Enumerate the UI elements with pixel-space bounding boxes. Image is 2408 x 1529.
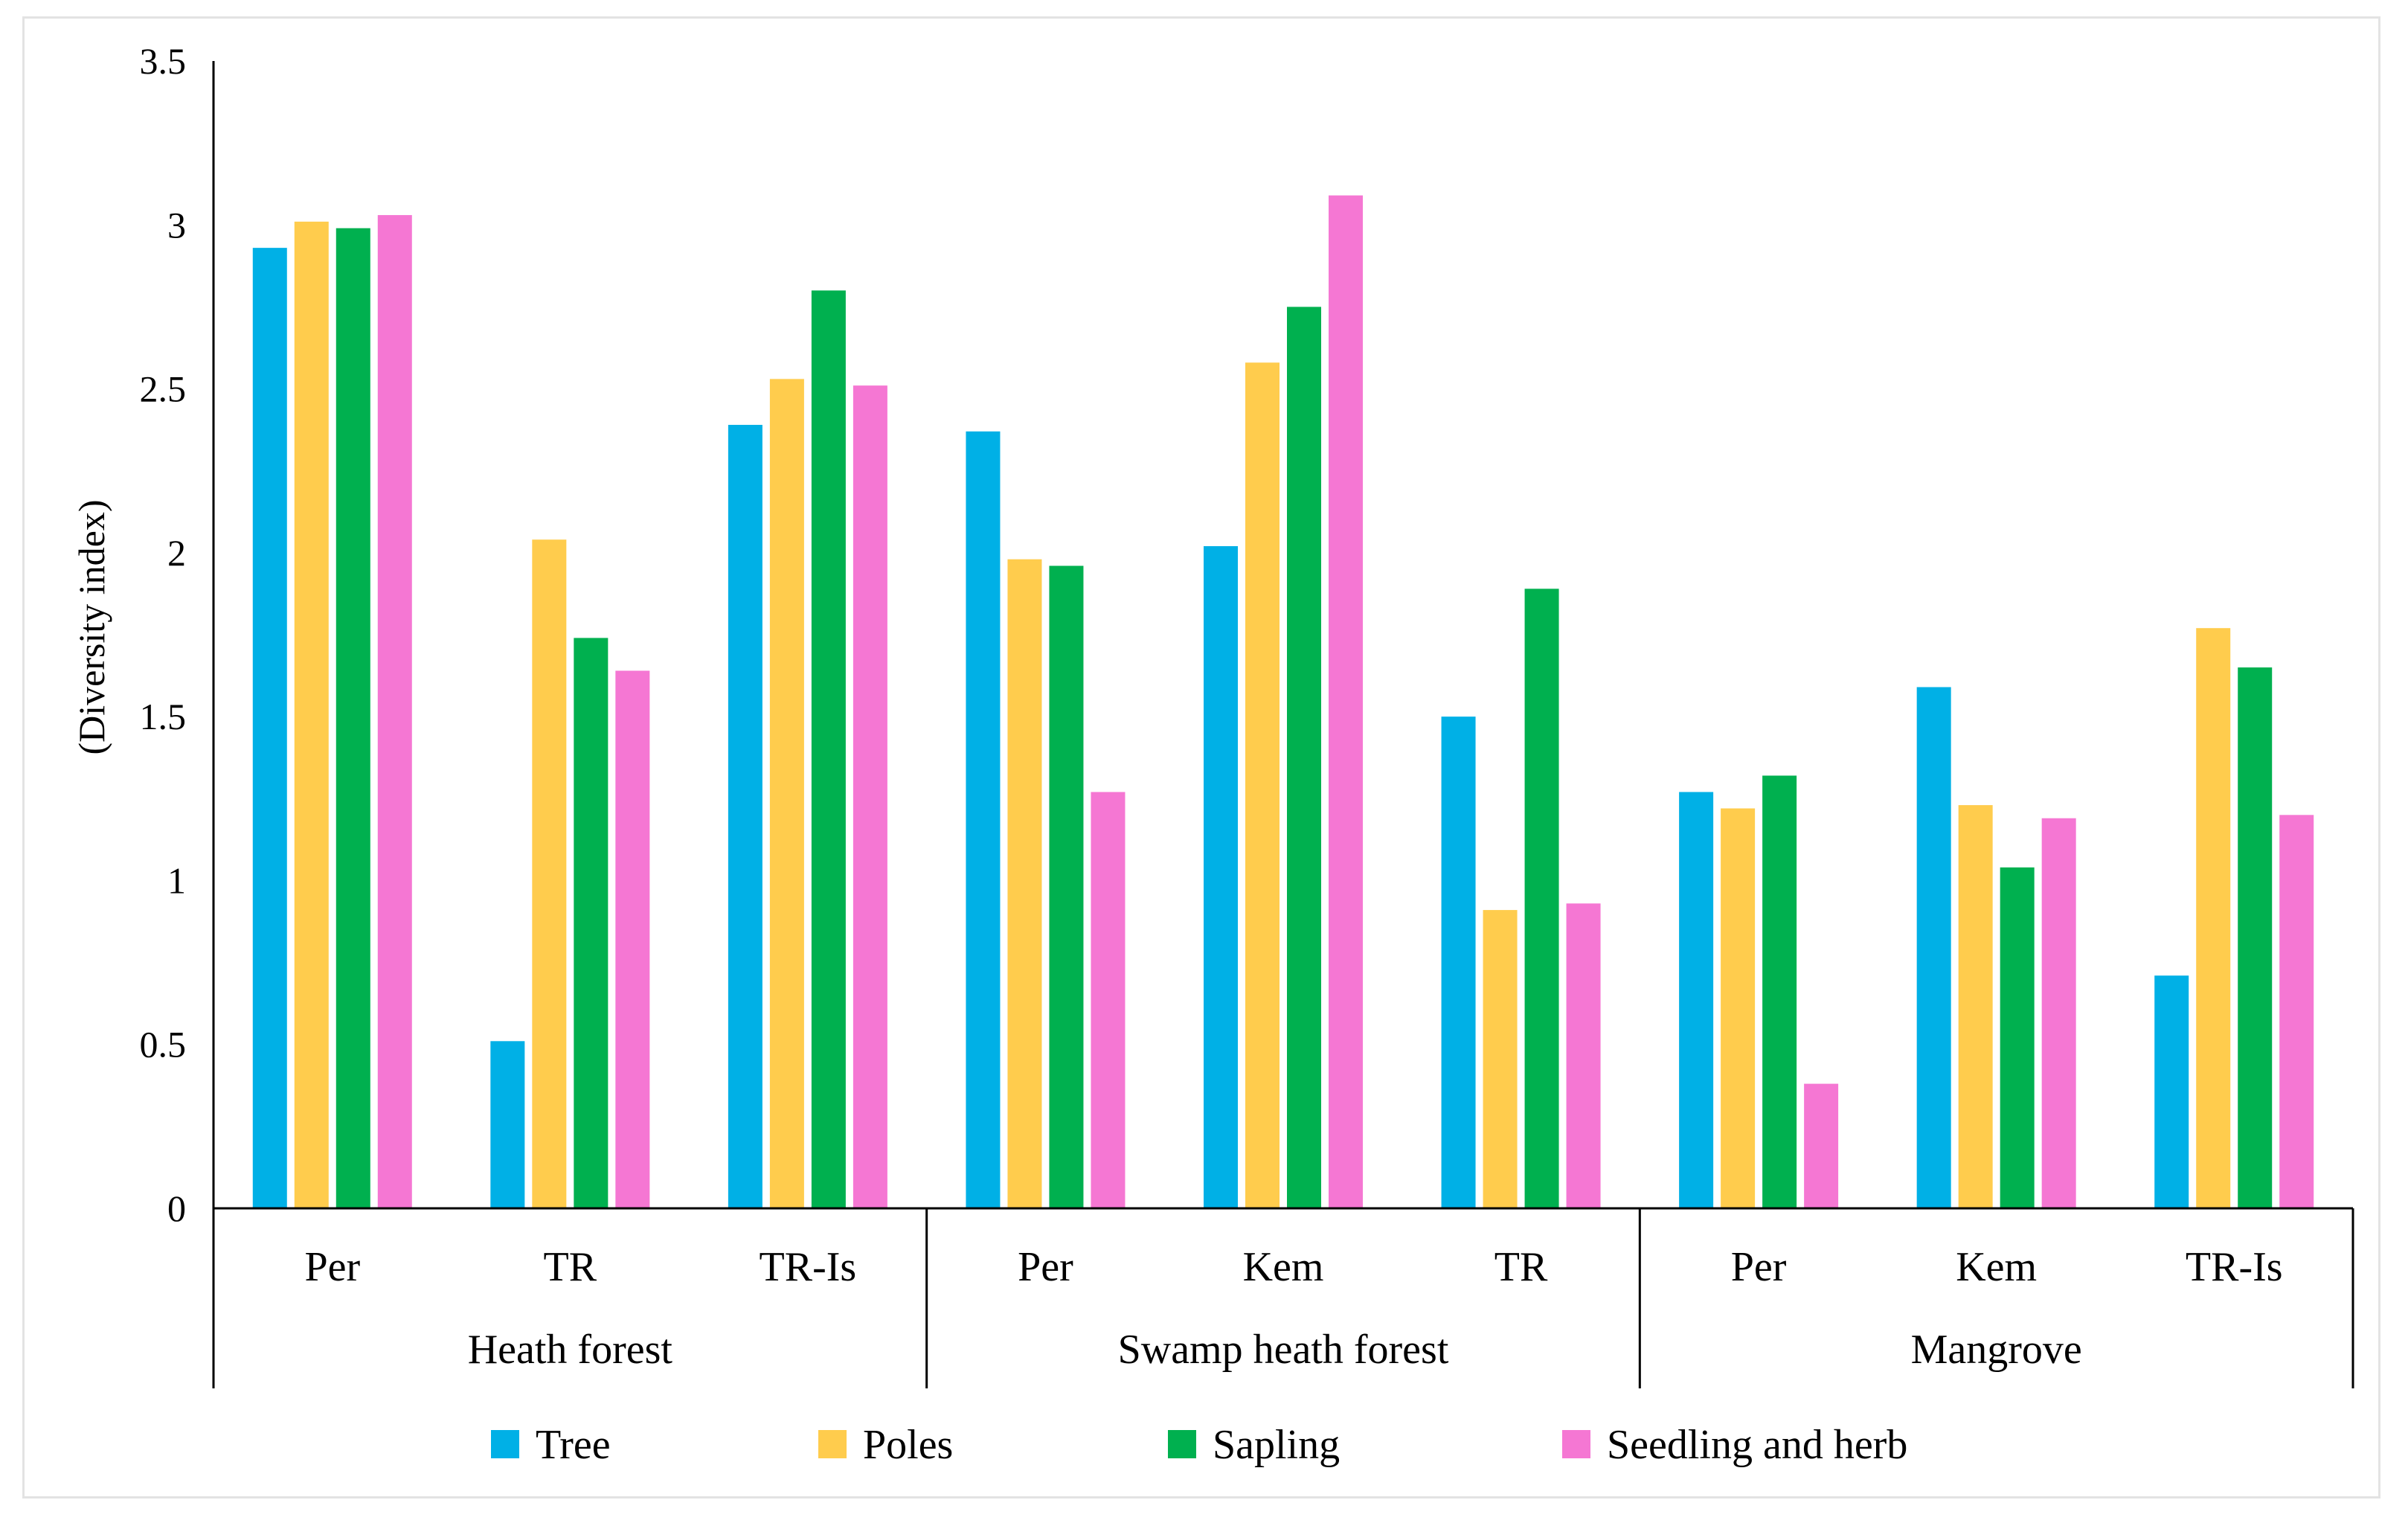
bar-sapling xyxy=(574,638,609,1208)
bar-tree xyxy=(252,248,287,1208)
bar-poles xyxy=(1721,808,1756,1208)
chart-frame xyxy=(22,16,2380,1498)
legend: Tree Poles Sapling Seedling and herb xyxy=(491,1422,1907,1468)
bar-tree xyxy=(1441,717,1476,1208)
legend-label: Tree xyxy=(536,1422,611,1468)
bar-poles xyxy=(769,379,804,1209)
y-tick-label: 3.5 xyxy=(140,40,187,82)
bar-sapling xyxy=(1762,775,1797,1208)
bar-tree xyxy=(966,431,1001,1208)
x-category-label: Kem xyxy=(1243,1244,1324,1290)
bars xyxy=(252,195,2314,1209)
bar-seedling-and-herb xyxy=(1329,195,1363,1208)
y-tick-label: 2.5 xyxy=(140,368,187,410)
x-category-label: TR xyxy=(1494,1244,1548,1290)
y-axis-ticks: 0 0.5 1 1.5 2 2.5 3 3.5 xyxy=(140,40,187,1229)
bar-poles xyxy=(2196,628,2231,1208)
bar-tree xyxy=(1679,792,1714,1208)
bar-seedling-and-herb xyxy=(853,385,887,1208)
bar-sapling xyxy=(335,228,370,1209)
bar-poles xyxy=(294,221,329,1208)
bar-sapling xyxy=(2238,667,2273,1208)
bar-tree xyxy=(1204,546,1238,1208)
y-tick-label: 1.5 xyxy=(140,696,187,737)
x-group-label: Mangrove xyxy=(1911,1327,2082,1373)
bar-seedling-and-herb xyxy=(377,215,412,1208)
bar-seedling-and-herb xyxy=(1091,792,1126,1208)
x-category-label: Per xyxy=(1018,1244,1073,1290)
bar-seedling-and-herb xyxy=(2279,815,2314,1208)
bar-sapling xyxy=(1287,307,1321,1208)
bar-tree xyxy=(1916,687,1951,1208)
bar-tree xyxy=(2154,975,2189,1208)
bar-poles xyxy=(1958,805,1993,1208)
legend-swatch-tree xyxy=(491,1430,519,1458)
bar-seedling-and-herb xyxy=(1804,1083,1839,1208)
bar-sapling xyxy=(2000,867,2035,1208)
x-category-label: Kem xyxy=(1956,1244,2037,1290)
x-category-label: Per xyxy=(304,1244,360,1290)
x-category-label: TR-Is xyxy=(760,1244,857,1290)
bar-seedling-and-herb xyxy=(2041,818,2076,1208)
y-tick-label: 0.5 xyxy=(140,1024,187,1065)
x-category-label: TR xyxy=(544,1244,597,1290)
x-group-label: Heath forest xyxy=(468,1327,673,1373)
x-category-label: TR-Is xyxy=(2186,1244,2283,1290)
x-axis-category-labels: Per TR TR-Is Per Kem TR Per Kem TR-Is xyxy=(304,1244,2282,1290)
legend-swatch-sapling xyxy=(1168,1430,1196,1458)
bar-tree xyxy=(490,1041,525,1208)
y-tick-label: 3 xyxy=(167,204,186,246)
bar-sapling xyxy=(1049,565,1084,1208)
legend-swatch-seedling-and-herb xyxy=(1562,1430,1590,1458)
legend-label: Poles xyxy=(863,1422,953,1468)
y-tick-label: 1 xyxy=(167,859,186,901)
bar-seedling-and-herb xyxy=(1566,903,1601,1208)
bar-sapling xyxy=(811,290,846,1208)
bar-poles xyxy=(1007,559,1042,1208)
legend-swatch-poles xyxy=(818,1430,847,1458)
bar-tree xyxy=(728,425,762,1208)
bar-poles xyxy=(1245,362,1280,1209)
x-axis-group-labels: Heath forest Swamp heath forest Mangrove xyxy=(468,1208,2354,1388)
bar-seedling-and-herb xyxy=(615,670,650,1208)
bar-poles xyxy=(532,539,567,1208)
y-axis-label: (Diversity index) xyxy=(71,500,112,755)
y-tick-label: 0 xyxy=(167,1187,186,1229)
bar-sapling xyxy=(1524,589,1559,1208)
bar-poles xyxy=(1483,910,1518,1208)
y-tick-label: 2 xyxy=(167,532,186,574)
legend-label: Seedling and herb xyxy=(1607,1422,1907,1468)
legend-label: Sapling xyxy=(1213,1422,1340,1468)
x-group-label: Swamp heath forest xyxy=(1118,1327,1449,1373)
x-category-label: Per xyxy=(1731,1244,1787,1290)
